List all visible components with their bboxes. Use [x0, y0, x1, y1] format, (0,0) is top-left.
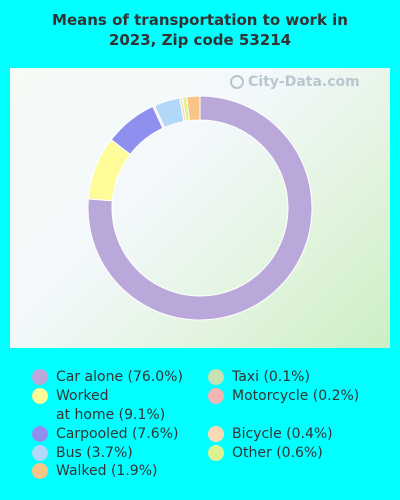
donut-slice-walked [186, 95, 201, 122]
chart-title-line-2: 2023, Zip code 53214 [108, 31, 292, 49]
magnifier-icon [230, 75, 244, 89]
donut-slice-car-alone [87, 95, 313, 321]
watermark-text: City-Data.com [248, 74, 360, 90]
chart-title-line-1: Means of transportation to work in [52, 11, 348, 29]
watermark: City-Data.com [230, 74, 360, 90]
chart-title: Means of transportation to work in 2023,… [0, 10, 400, 50]
